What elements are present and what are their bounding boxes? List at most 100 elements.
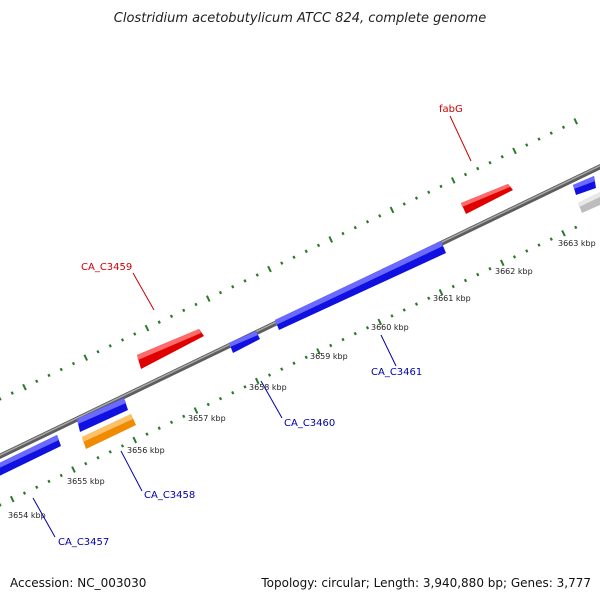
minor-tick — [0, 503, 2, 507]
minor-tick — [463, 278, 468, 283]
major-tick — [328, 236, 334, 243]
minor-tick — [120, 444, 125, 448]
kbp-label: 3663 kbp — [558, 239, 596, 248]
gene-feature-ca-c3461[interactable] — [275, 241, 446, 330]
minor-tick — [365, 220, 370, 224]
major-tick — [389, 206, 395, 214]
kbp-label: 3658 kbp — [249, 383, 287, 392]
minor-tick — [120, 338, 125, 342]
minor-tick — [463, 172, 468, 177]
gene-feature-edge-blue[interactable] — [573, 176, 596, 195]
minor-tick — [353, 225, 357, 230]
minor-tick — [194, 302, 198, 307]
minor-tick — [549, 131, 553, 135]
minor-tick — [169, 314, 174, 319]
minor-tick — [218, 290, 223, 295]
leader-ca-c3459 — [132, 272, 155, 311]
minor-tick — [133, 332, 137, 336]
minor-tick — [427, 296, 431, 301]
kbp-label: 3659 kbp — [310, 352, 348, 361]
kbp-label: 3657 kbp — [188, 414, 226, 423]
minor-tick — [525, 249, 529, 253]
minor-tick — [0, 397, 2, 401]
minor-tick — [525, 143, 529, 147]
minor-tick — [574, 225, 578, 230]
major-tick — [132, 436, 138, 444]
minor-tick — [292, 361, 296, 365]
minor-tick — [402, 308, 406, 312]
minor-tick — [329, 343, 333, 348]
kbp-label: 3660 kbp — [371, 323, 409, 332]
minor-tick — [206, 402, 210, 407]
leader-ca-c3457 — [32, 497, 56, 538]
minor-tick — [47, 479, 51, 484]
minor-tick — [488, 266, 492, 271]
gene-feature-fabG[interactable] — [461, 184, 513, 214]
kbp-labels: 3654 kbp 3655 kbp 3656 kbp 3657 kbp 3658… — [8, 239, 596, 520]
minor-tick — [267, 373, 272, 377]
minor-tick — [157, 320, 161, 324]
leader-ca-c3460 — [260, 380, 283, 419]
minor-tick — [169, 420, 174, 425]
minor-tick — [243, 279, 247, 283]
minor-tick — [512, 255, 517, 259]
minor-tick — [439, 184, 443, 189]
minor-tick — [500, 154, 504, 159]
gene-label-ca-c3461[interactable]: CA_C3461 — [371, 367, 422, 378]
gene-feature-ca-c3459[interactable] — [137, 329, 204, 369]
minor-tick — [218, 396, 223, 401]
major-tick — [316, 348, 321, 355]
major-tick — [573, 118, 579, 125]
major-tick — [561, 229, 566, 237]
minor-tick — [476, 166, 480, 171]
minor-tick — [145, 432, 149, 436]
major-tick — [254, 377, 260, 385]
minor-tick — [304, 355, 308, 360]
kbp-label: 3661 kbp — [433, 294, 471, 303]
minor-tick — [402, 202, 406, 206]
gene-feature-edge-gray[interactable] — [578, 192, 600, 213]
minor-tick — [35, 485, 39, 490]
minor-tick — [255, 273, 259, 277]
minor-tick — [414, 196, 419, 200]
minor-tick — [365, 326, 370, 330]
minor-tick — [280, 367, 284, 371]
minor-tick — [22, 491, 27, 495]
accession-text: Accession: NC_003030 — [10, 576, 146, 590]
kbp-label: 3656 kbp — [127, 446, 165, 455]
minor-tick — [414, 302, 419, 306]
major-tick — [450, 177, 456, 184]
gene-label-ca-c3457[interactable]: CA_C3457 — [58, 537, 109, 548]
gene-features — [0, 176, 600, 478]
minor-tick — [231, 284, 235, 289]
major-tick — [512, 147, 517, 155]
kbp-label: 3654 kbp — [8, 511, 46, 520]
gene-label-ca-c3458[interactable]: CA_C3458 — [144, 490, 195, 501]
gene-feature-orange[interactable] — [82, 414, 136, 449]
minor-tick — [378, 214, 382, 218]
gene-label-ca-c3460[interactable]: CA_C3460 — [284, 418, 335, 429]
minor-tick — [561, 125, 566, 129]
minor-tick — [231, 390, 235, 395]
minor-tick — [35, 379, 39, 384]
minor-tick — [59, 473, 63, 478]
minor-tick — [157, 426, 161, 430]
leader-ca-c3458 — [120, 450, 143, 492]
gene-feature-ca-c3458[interactable] — [77, 398, 128, 432]
genome-summary-text: Topology: circular; Length: 3,940,880 bp… — [260, 576, 591, 590]
minor-tick — [304, 249, 308, 254]
major-tick — [438, 288, 444, 296]
minor-tick — [10, 391, 14, 395]
gene-feature-ca-c3460[interactable] — [229, 331, 260, 353]
gene-feature-ca-c3457[interactable] — [0, 435, 61, 478]
minor-tick — [96, 456, 100, 460]
minor-tick — [341, 231, 345, 236]
minor-tick — [292, 255, 296, 259]
minor-tick — [427, 190, 431, 195]
gene-label-fabG[interactable]: fabG — [439, 104, 463, 115]
outer-tick-row — [0, 118, 579, 401]
kbp-label: 3662 kbp — [495, 267, 533, 276]
minor-tick — [316, 243, 321, 248]
gene-label-ca-c3459[interactable]: CA_C3459 — [81, 262, 132, 273]
